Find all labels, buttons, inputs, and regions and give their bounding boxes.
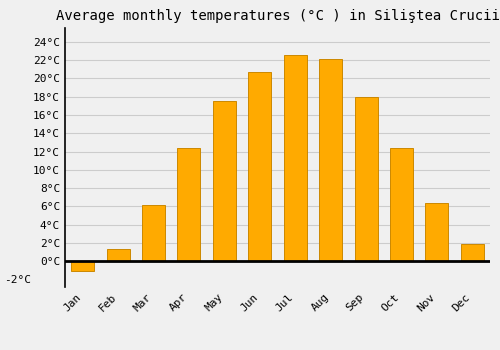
Bar <box>390 148 413 261</box>
Text: -2°C: -2°C <box>4 275 31 285</box>
Bar <box>178 148 201 261</box>
Bar <box>354 97 378 261</box>
Bar <box>142 205 165 261</box>
Bar <box>106 250 130 261</box>
Bar <box>461 244 484 261</box>
Bar <box>213 101 236 261</box>
Title: Average monthly temperatures (°C ) in Siliştea Crucii: Average monthly temperatures (°C ) in Si… <box>56 9 500 23</box>
Bar <box>248 72 272 261</box>
Bar <box>426 203 448 261</box>
Bar <box>284 55 306 261</box>
Bar <box>71 261 94 271</box>
Bar <box>319 59 342 261</box>
